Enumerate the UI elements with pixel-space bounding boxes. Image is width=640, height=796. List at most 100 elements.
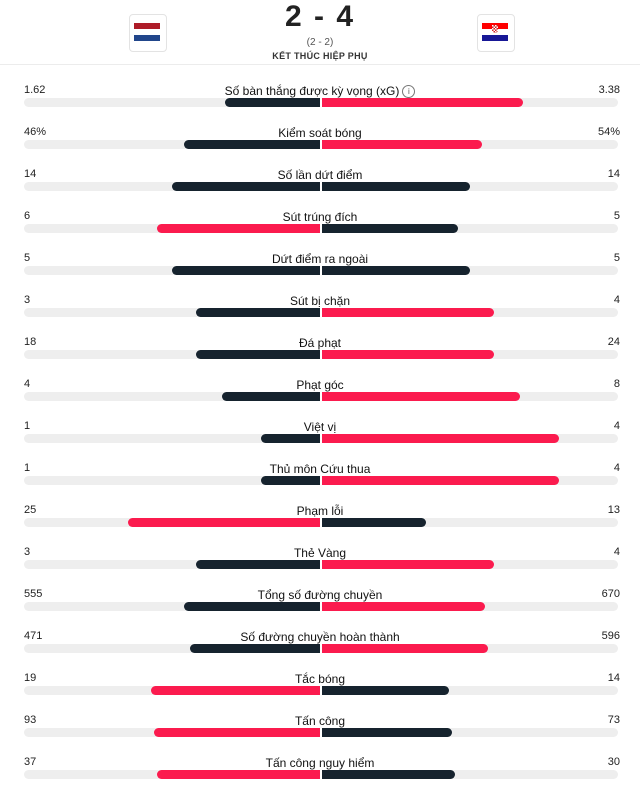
home-stat-bar bbox=[172, 182, 320, 191]
info-icon[interactable]: i bbox=[402, 85, 416, 98]
away-stat-bar bbox=[322, 434, 559, 443]
home-stat-track bbox=[24, 686, 320, 695]
stat-row: 1 Việt vị 4 bbox=[0, 418, 640, 460]
away-stat-track bbox=[322, 350, 618, 359]
stat-label-text: Tấn công bbox=[294, 714, 346, 728]
stat-row: 14 Số lần dứt điểm 14 bbox=[0, 166, 640, 208]
away-stat-bar bbox=[322, 266, 470, 275]
home-stat-track bbox=[24, 434, 320, 443]
stat-label: Số bàn thắng được kỳ vọng (xG) i bbox=[0, 84, 640, 98]
stat-label: Số đường chuyền hoàn thành bbox=[0, 630, 640, 644]
home-stat-track bbox=[24, 644, 320, 653]
away-stat-value: 4 bbox=[613, 462, 620, 474]
stat-label-text: Số bàn thắng được kỳ vọng (xG) bbox=[224, 84, 400, 98]
away-stat-bar bbox=[322, 350, 494, 359]
away-stat-value: 14 bbox=[607, 168, 620, 180]
home-stat-value: 4 bbox=[24, 378, 31, 390]
stat-label-text: Đá phạt bbox=[298, 336, 342, 350]
home-stat-bar bbox=[157, 770, 320, 779]
stat-row: 3 Sút bị chặn 4 bbox=[0, 292, 640, 334]
home-stat-value: 3 bbox=[24, 294, 31, 306]
home-stat-value: 1 bbox=[24, 462, 31, 474]
stat-label-text: Sút bị chặn bbox=[289, 294, 351, 308]
away-stat-bar bbox=[322, 98, 523, 107]
regular-time-score: (2 - 2) bbox=[306, 37, 334, 48]
away-stat-track bbox=[322, 182, 618, 191]
away-stat-bar bbox=[322, 602, 485, 611]
stat-label: Dứt điểm ra ngoài bbox=[0, 252, 640, 266]
stat-label-text: Tắc bóng bbox=[294, 672, 346, 686]
croatia-flag-icon[interactable] bbox=[477, 14, 515, 52]
home-stat-bar bbox=[261, 434, 320, 443]
away-stat-value: 14 bbox=[607, 672, 620, 684]
home-stat-value: 5 bbox=[24, 252, 31, 264]
home-stat-value: 25 bbox=[24, 504, 37, 516]
stat-row: 555 Tổng số đường chuyền 670 bbox=[0, 586, 640, 628]
stat-row: 25 Phạm lỗi 13 bbox=[0, 502, 640, 544]
stat-row: 6 Sút trúng đích 5 bbox=[0, 208, 640, 250]
away-stat-track bbox=[322, 434, 618, 443]
stat-label: Sút bị chặn bbox=[0, 294, 640, 308]
home-stat-value: 1 bbox=[24, 420, 31, 432]
away-stat-bar bbox=[322, 140, 482, 149]
away-stat-value: 54% bbox=[597, 126, 620, 138]
home-stat-value: 93 bbox=[24, 714, 37, 726]
home-stat-track bbox=[24, 518, 320, 527]
match-status: KẾT THÚC HIỆP PHỤ bbox=[272, 51, 368, 61]
stat-row: 471 Số đường chuyền hoàn thành 596 bbox=[0, 628, 640, 670]
away-stat-bar bbox=[322, 392, 520, 401]
away-stat-value: 24 bbox=[607, 336, 620, 348]
away-stat-value: 8 bbox=[613, 378, 620, 390]
home-stat-bar bbox=[196, 308, 320, 317]
home-stat-bar bbox=[196, 560, 320, 569]
away-stat-bar bbox=[322, 686, 449, 695]
stat-label-text: Số đường chuyền hoàn thành bbox=[240, 630, 400, 644]
away-stat-bar bbox=[322, 518, 426, 527]
away-stat-value: 4 bbox=[613, 420, 620, 432]
stat-row: 1 Thủ môn Cứu thua 4 bbox=[0, 460, 640, 502]
home-stat-value: 37 bbox=[24, 756, 37, 768]
stat-row: 4 Phạt góc 8 bbox=[0, 376, 640, 418]
stat-row: 93 Tấn công 73 bbox=[0, 712, 640, 754]
home-stat-value: 1.62 bbox=[24, 84, 46, 96]
home-stat-track bbox=[24, 224, 320, 233]
stat-label: Phạm lỗi bbox=[0, 504, 640, 518]
home-stat-track bbox=[24, 770, 320, 779]
netherlands-flag-icon[interactable] bbox=[129, 14, 167, 52]
away-stat-bar bbox=[322, 476, 559, 485]
stat-row: 18 Đá phạt 24 bbox=[0, 334, 640, 376]
away-stat-track bbox=[322, 476, 618, 485]
home-stat-track bbox=[24, 560, 320, 569]
away-stat-track bbox=[322, 770, 618, 779]
stat-row: 1.62 Số bàn thắng được kỳ vọng (xG) i 3.38 bbox=[0, 82, 640, 124]
home-stat-bar bbox=[184, 140, 320, 149]
stat-label-text: Sút trúng đích bbox=[282, 210, 358, 224]
stat-label-text: Tấn công nguy hiểm bbox=[265, 756, 375, 770]
stat-label-text: Tổng số đường chuyền bbox=[257, 588, 383, 602]
stat-row: 3 Thẻ Vàng 4 bbox=[0, 544, 640, 586]
stat-label-text: Thủ môn Cứu thua bbox=[269, 462, 371, 476]
home-stat-value: 18 bbox=[24, 336, 37, 348]
stat-label: Việt vị bbox=[0, 420, 640, 434]
home-stat-bar bbox=[225, 98, 320, 107]
away-stat-track bbox=[322, 224, 618, 233]
stat-label: Đá phạt bbox=[0, 336, 640, 350]
home-stat-track bbox=[24, 266, 320, 275]
away-stat-bar bbox=[322, 308, 494, 317]
away-stat-value: 13 bbox=[607, 504, 620, 516]
home-stat-value: 14 bbox=[24, 168, 37, 180]
home-stat-track bbox=[24, 98, 320, 107]
home-stat-bar bbox=[222, 392, 320, 401]
away-stat-value: 670 bbox=[601, 588, 620, 600]
home-stat-track bbox=[24, 308, 320, 317]
away-stat-track bbox=[322, 140, 618, 149]
home-stat-track bbox=[24, 140, 320, 149]
home-stat-value: 3 bbox=[24, 546, 31, 558]
stat-label-text: Thẻ Vàng bbox=[293, 546, 347, 560]
home-stat-value: 46% bbox=[24, 126, 47, 138]
stat-label: Thủ môn Cứu thua bbox=[0, 462, 640, 476]
home-stat-bar bbox=[184, 602, 320, 611]
stat-label: Sút trúng đích bbox=[0, 210, 640, 224]
stat-label-text: Việt vị bbox=[303, 420, 337, 434]
stat-label: Tấn công bbox=[0, 714, 640, 728]
